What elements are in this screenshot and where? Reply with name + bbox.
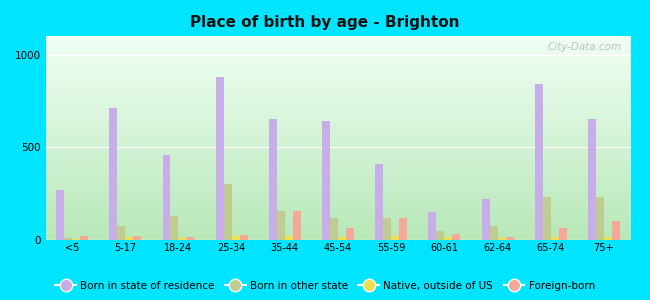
Bar <box>588 119 596 240</box>
Bar <box>551 237 559 240</box>
Bar <box>162 155 170 240</box>
Bar <box>497 238 506 240</box>
Bar <box>391 236 399 240</box>
Bar <box>216 77 224 240</box>
Text: Place of birth by age - Brighton: Place of birth by age - Brighton <box>190 15 460 30</box>
Bar <box>489 226 497 240</box>
Bar <box>322 121 330 240</box>
Bar <box>375 164 383 240</box>
Bar <box>80 236 88 240</box>
Bar <box>346 228 354 240</box>
Bar <box>277 211 285 240</box>
Bar <box>506 237 514 240</box>
Bar <box>330 218 338 240</box>
Bar <box>117 226 125 240</box>
Bar <box>384 218 391 240</box>
Bar <box>596 197 604 240</box>
Bar <box>604 237 612 240</box>
Bar <box>445 237 452 240</box>
Bar <box>224 184 231 240</box>
Bar <box>231 236 240 240</box>
Bar <box>187 237 194 240</box>
Bar <box>482 199 489 240</box>
Bar <box>269 119 277 240</box>
Bar <box>436 231 445 240</box>
Bar <box>338 237 346 240</box>
Bar <box>543 197 551 240</box>
Bar <box>559 228 567 240</box>
Bar <box>240 236 248 240</box>
Bar <box>612 221 620 240</box>
Bar <box>125 237 133 240</box>
Bar <box>285 236 292 240</box>
Bar <box>179 238 187 240</box>
Bar <box>399 218 407 240</box>
Bar <box>292 211 301 240</box>
Text: City-Data.com: City-Data.com <box>547 42 621 52</box>
Bar <box>452 234 460 240</box>
Bar <box>170 216 179 240</box>
Legend: Born in state of residence, Born in other state, Native, outside of US, Foreign-: Born in state of residence, Born in othe… <box>51 277 599 295</box>
Bar <box>535 84 543 240</box>
Bar <box>56 190 64 240</box>
Bar <box>109 108 117 240</box>
Bar <box>428 212 436 240</box>
Bar <box>133 236 141 240</box>
Bar <box>64 238 72 240</box>
Bar <box>72 239 80 240</box>
